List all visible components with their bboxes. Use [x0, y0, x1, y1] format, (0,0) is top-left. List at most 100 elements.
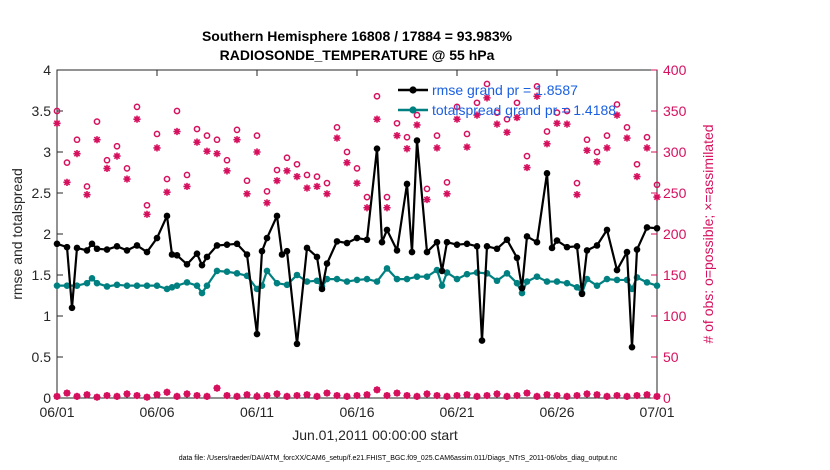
totalspread-point [613, 276, 621, 284]
chart-subtitle: RADIOSONDE_TEMPERATURE @ 55 hPa [220, 47, 495, 63]
rmse-point [243, 251, 251, 258]
y-tick-label: 0 [43, 390, 51, 406]
rmse-point [408, 248, 416, 256]
obs-possible-marker [653, 181, 661, 189]
obs-assimilated-marker [373, 115, 381, 123]
obs-assimilated-marker [593, 158, 601, 166]
totalspread-point [168, 284, 176, 291]
totalspread-point [453, 275, 461, 283]
obs-possible-marker [383, 193, 391, 201]
obs-possible-marker [163, 175, 171, 183]
y-tick-label-right: 150 [663, 267, 687, 283]
obs-possible-marker [493, 109, 501, 116]
totalspread-point [203, 282, 211, 289]
totalspread-point [143, 282, 151, 289]
rmse-point [93, 245, 101, 253]
obs-assimilated-marker [623, 134, 631, 142]
totalspread-point [523, 278, 531, 285]
obs-possible-marker [393, 119, 401, 127]
obs-possible-marker [123, 165, 131, 172]
rmse-point [383, 226, 391, 234]
totalspread-point [518, 289, 526, 297]
rmse-point [303, 244, 311, 252]
series-totalspread [53, 265, 661, 297]
rmse-point [113, 243, 121, 250]
totalspread-point [503, 270, 511, 277]
legend: rmse grand pr = 1.8587 totalspread grand… [398, 82, 616, 118]
obs-assimilated-marker [143, 210, 151, 218]
rmse-point [493, 245, 501, 253]
rmse-point [548, 244, 556, 252]
rmse-point [223, 241, 231, 248]
obs-assimilated-marker [463, 143, 471, 151]
obs-possible-marker [183, 171, 191, 179]
obs-assimilated-marker [63, 178, 71, 186]
legend-label-rmse: rmse grand pr = 1.8587 [432, 82, 578, 98]
series-rmse [53, 137, 661, 351]
rmse-point [343, 239, 351, 247]
rmse-point [173, 252, 181, 259]
obs-bottom-assimilated-marker [83, 391, 91, 399]
obs-assimilated-marker [483, 94, 491, 102]
obs-bottom-assimilated-marker [213, 384, 221, 392]
rmse-point [198, 261, 206, 269]
obs-bottom-assimilated-marker [473, 392, 481, 400]
obs-possible-marker [193, 125, 201, 133]
obs-bottom-assimilated-marker [393, 389, 401, 397]
obs-bottom-assimilated-marker [313, 392, 321, 400]
obs-possible-marker [263, 188, 271, 195]
obs-assimilated-marker [113, 152, 121, 160]
x-tick-label: 07/01 [639, 404, 674, 420]
obs-bottom-assimilated-marker [223, 391, 231, 400]
obs-possible-marker [283, 154, 291, 162]
rmse-line [56, 139, 658, 349]
obs-assimilated-marker [403, 145, 411, 153]
obs-bottom-assimilated-marker [103, 391, 111, 400]
totalspread-point [463, 270, 471, 278]
totalspread-point [63, 282, 71, 289]
obs-assimilated-marker [363, 204, 371, 212]
obs-bottom-markers [53, 384, 661, 401]
rmse-point [393, 247, 401, 254]
obs-bottom-assimilated-marker [113, 392, 121, 400]
obs-possible-marker [603, 132, 611, 139]
obs-possible-marker [223, 156, 231, 164]
rmse-point [513, 254, 521, 262]
obs-bottom-assimilated-marker [383, 391, 391, 400]
totalspread-line [57, 267, 658, 295]
totalspread-point [573, 284, 581, 291]
totalspread-point [53, 282, 61, 289]
obs-assimilated-marker [513, 113, 521, 122]
totalspread-point [628, 285, 636, 293]
obs-possible-marker [513, 99, 521, 107]
totalspread-point [583, 275, 591, 283]
obs-possible-marker [533, 83, 541, 90]
obs-bottom-assimilated-marker [263, 391, 271, 400]
obs-possible-marker [423, 185, 431, 193]
y-axis-right: 0 50 100 150 200 250 300 350 400 [651, 62, 687, 406]
obs-assimilated-marker [453, 115, 461, 123]
obs-assimilated-marker [93, 136, 101, 144]
obs-bottom-assimilated-marker [163, 388, 171, 396]
obs-assimilated-marker [643, 144, 651, 152]
obs-assimilated-marker [533, 92, 541, 100]
rmse-point [403, 180, 411, 188]
obs-assimilated-marker [203, 147, 211, 155]
rmse-point [253, 330, 261, 338]
obs-bottom-assimilated-marker [143, 393, 151, 401]
obs-bottom-assimilated-marker [653, 392, 661, 400]
rmse-point [133, 242, 141, 249]
y-tick-label-right: 100 [663, 308, 687, 324]
obs-bottom-assimilated-marker [203, 392, 211, 400]
rmse-point [623, 248, 631, 256]
totalspread-point [223, 268, 231, 276]
totalspread-point [153, 282, 161, 289]
obs-bottom-assimilated-marker [363, 391, 371, 399]
obs-assimilated-marker [53, 119, 61, 127]
rmse-point [318, 285, 326, 293]
totalspread-point [193, 282, 201, 289]
obs-assimilated-marker [653, 193, 661, 201]
obs-assimilated-marker [503, 128, 511, 136]
obs-possible-marker [173, 107, 181, 115]
obs-assimilated-marker [443, 190, 451, 198]
